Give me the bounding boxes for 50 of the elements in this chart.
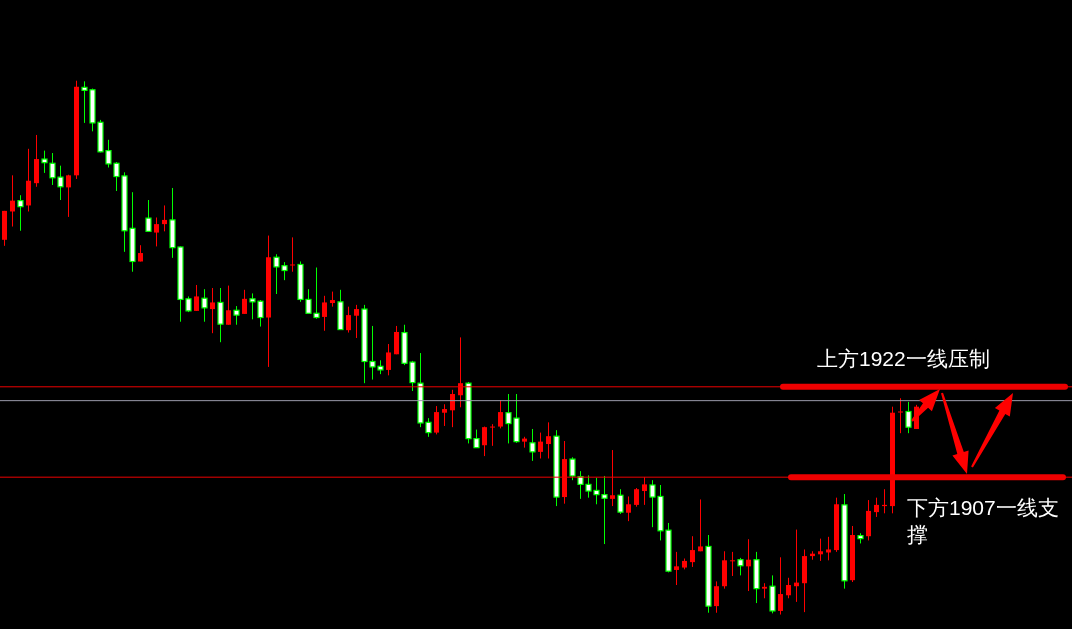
candlestick — [17, 194, 24, 232]
candlestick — [690, 535, 695, 568]
ref-line-label: 上方1922一线压制 — [817, 345, 991, 372]
candlestick — [674, 551, 679, 586]
candlestick — [194, 284, 199, 312]
candlestick — [386, 343, 391, 376]
ref-line-label: 下方1907一线支撑 — [907, 495, 1060, 549]
candlestick — [905, 401, 912, 434]
candlestick — [41, 150, 48, 174]
candlestick — [818, 538, 823, 562]
candlestick — [226, 285, 231, 326]
candlestick — [490, 423, 495, 447]
candlestick — [874, 497, 879, 518]
candlestick — [746, 538, 751, 592]
candlestick — [546, 421, 551, 459]
candlestick — [210, 287, 215, 334]
candlestick — [529, 428, 536, 462]
candlestick — [242, 289, 247, 315]
candlestick — [233, 305, 240, 326]
candlestick — [394, 325, 399, 355]
candlestick — [617, 488, 624, 515]
candlestick — [482, 426, 487, 457]
candlestick — [201, 288, 208, 323]
candlestick — [898, 397, 903, 434]
candlestick — [154, 217, 159, 247]
candlestick — [698, 498, 703, 552]
candlestick — [714, 580, 719, 614]
candlestick — [217, 287, 224, 343]
candlestick — [354, 304, 359, 339]
candlestick — [610, 449, 615, 507]
candlestick — [10, 174, 15, 228]
candlestick — [634, 487, 639, 508]
candlestick — [642, 476, 647, 506]
candlestick — [786, 577, 791, 599]
candlestick — [346, 306, 351, 334]
candlestick — [322, 295, 327, 332]
candlestick — [450, 389, 455, 428]
candlestick — [66, 174, 71, 218]
candlestick — [826, 536, 831, 561]
candlestick — [458, 336, 463, 408]
candlestick — [290, 236, 295, 273]
candlestick — [145, 199, 152, 232]
candlestick — [434, 405, 439, 435]
candlestick — [626, 495, 631, 522]
candlestick — [442, 403, 447, 427]
candlestick — [778, 556, 783, 616]
candlestick — [730, 551, 735, 577]
candlestick — [162, 204, 167, 232]
candlestick — [498, 399, 503, 429]
candlestick — [538, 432, 543, 459]
